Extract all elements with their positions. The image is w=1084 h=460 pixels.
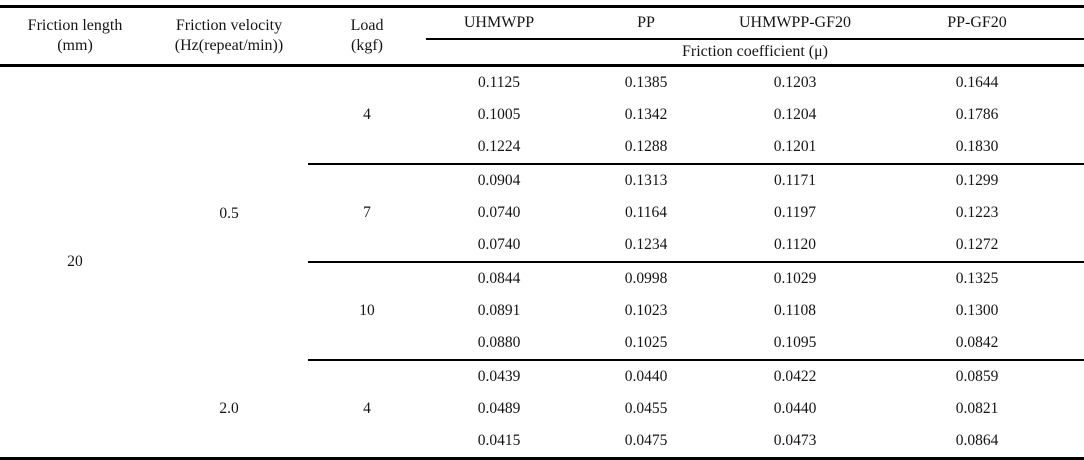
col-header-friction-length: Friction length (mm) (0, 6, 150, 67)
value-cell: 0.0864 (955, 432, 999, 449)
friction-length-cell: 20 (67, 253, 83, 270)
table-row: 0.0891 0.1023 0.1108 0.1300 (0, 295, 1084, 327)
header-row-materials: Friction length (mm) Friction velocity (… (0, 6, 1084, 67)
load-label: Load (350, 17, 384, 34)
value-cell: 0.0439 (426, 359, 572, 393)
value-cell: 0.0473 (773, 432, 817, 449)
value-cell: 0.0880 (477, 334, 521, 351)
table-row: 0.0880 0.1025 0.1095 0.0842 (0, 327, 1084, 360)
table-row: 0.0415 0.0475 0.0473 0.0864 (0, 425, 1084, 459)
table-row: 20 0.5 4 0.1125 0.1385 0.1203 0.1644 (0, 66, 1084, 270)
value-cell: 0.1005 (477, 106, 521, 123)
value-cell: 0.1125 (477, 74, 521, 91)
table-row: 0.0740 0.1234 0.1120 0.1272 (0, 229, 1084, 262)
value-cell: 0.0455 (624, 400, 668, 417)
value-cell: 0.1786 (955, 106, 999, 123)
col-header-pp: PP (572, 6, 720, 40)
value-cell: 0.0844 (426, 261, 572, 295)
value-cell: 0.1029 (720, 261, 870, 295)
value-cell: 0.0859 (870, 359, 1084, 393)
col-header-uhmwpp: UHMWPP (426, 6, 572, 40)
col-header-load: Load (kgf) (308, 6, 426, 67)
friction-velocity-label: Friction velocity (175, 17, 283, 34)
value-cell: 0.0891 (477, 302, 521, 319)
value-cell: 0.1272 (955, 236, 999, 253)
value-cell: 0.0475 (624, 432, 668, 449)
value-cell: 0.1095 (773, 334, 817, 351)
value-cell: 0.0904 (426, 163, 572, 197)
value-cell: 0.1385 (624, 74, 668, 91)
friction-length-unit: (mm) (57, 37, 93, 54)
value-cell: 0.1164 (624, 204, 668, 221)
table-row: 0.0740 0.1164 0.1197 0.1223 (0, 197, 1084, 229)
value-cell: 0.1325 (870, 261, 1084, 295)
value-cell: 0.1299 (870, 163, 1084, 197)
value-cell: 0.0821 (955, 400, 999, 417)
value-cell: 0.1644 (955, 74, 999, 91)
value-cell: 0.1288 (624, 138, 668, 155)
value-cell: 0.1120 (773, 236, 817, 253)
value-cell: 0.1197 (773, 204, 817, 221)
table-row: 0.0489 0.0455 0.0440 0.0821 (0, 393, 1084, 425)
velocity-cell: 0.5 (219, 204, 239, 222)
col-header-friction-velocity: Friction velocity (Hz(repeat/min)) (150, 6, 308, 67)
load-cell: 4 (363, 106, 371, 123)
value-cell: 0.0440 (572, 359, 720, 393)
value-cell: 0.1108 (773, 302, 817, 319)
friction-coefficient-table: Friction length (mm) Friction velocity (… (0, 5, 1084, 460)
header-row-span-label: Friction coefficient (μ) (0, 39, 1084, 67)
col-header-pp-gf20: PP-GF20 (870, 6, 1084, 40)
value-cell: 0.1234 (624, 236, 668, 253)
value-cell: 0.1313 (572, 163, 720, 197)
value-cell: 0.0422 (720, 359, 870, 393)
value-cell: 0.0489 (477, 400, 521, 417)
table-row: 10 0.0844 0.0998 0.1029 0.1325 (0, 261, 1084, 360)
value-cell: 0.1203 (773, 74, 817, 91)
table-row: 7 0.0904 0.1313 0.1171 0.1299 (0, 163, 1084, 262)
value-cell: 0.1830 (955, 138, 999, 155)
value-cell: 0.0415 (477, 432, 521, 449)
load-unit: (kgf) (351, 37, 383, 54)
value-cell: 0.0842 (955, 334, 999, 351)
col-header-uhmwpp-gf20: UHMWPP-GF20 (720, 6, 870, 40)
value-cell: 0.1023 (624, 302, 668, 319)
table-row: 2.0 4 0.0439 0.0440 0.0422 0.0859 (0, 359, 1084, 459)
load-cell: 10 (308, 261, 426, 360)
table-body: 20 0.5 4 0.1125 0.1385 0.1203 0.1644 0.1… (0, 66, 1084, 459)
value-cell: 0.1171 (720, 163, 870, 197)
value-cell: 0.0740 (477, 204, 521, 221)
friction-velocity-unit: (Hz(repeat/min)) (174, 37, 284, 54)
value-cell: 0.0440 (773, 400, 817, 417)
value-cell: 0.1224 (477, 138, 521, 155)
table-row: 0.1224 0.1288 0.1201 0.1830 (0, 131, 1084, 164)
friction-coefficient-span-label: Friction coefficient (μ) (426, 39, 1084, 67)
table-row: 0.1005 0.1342 0.1204 0.1786 (0, 99, 1084, 131)
value-cell: 0.0740 (477, 236, 521, 253)
friction-length-label: Friction length (27, 17, 123, 34)
value-cell: 0.1342 (624, 106, 668, 123)
value-cell: 0.1204 (773, 106, 817, 123)
load-cell: 4 (308, 359, 426, 459)
value-cell: 0.0998 (572, 261, 720, 295)
value-cell: 0.1201 (773, 138, 817, 155)
value-cell: 0.1223 (955, 204, 999, 221)
value-cell: 0.1300 (955, 302, 999, 319)
velocity-cell: 2.0 (219, 399, 239, 417)
load-cell: 7 (308, 163, 426, 262)
value-cell: 0.1025 (624, 334, 668, 351)
table-header: Friction length (mm) Friction velocity (… (0, 6, 1084, 67)
